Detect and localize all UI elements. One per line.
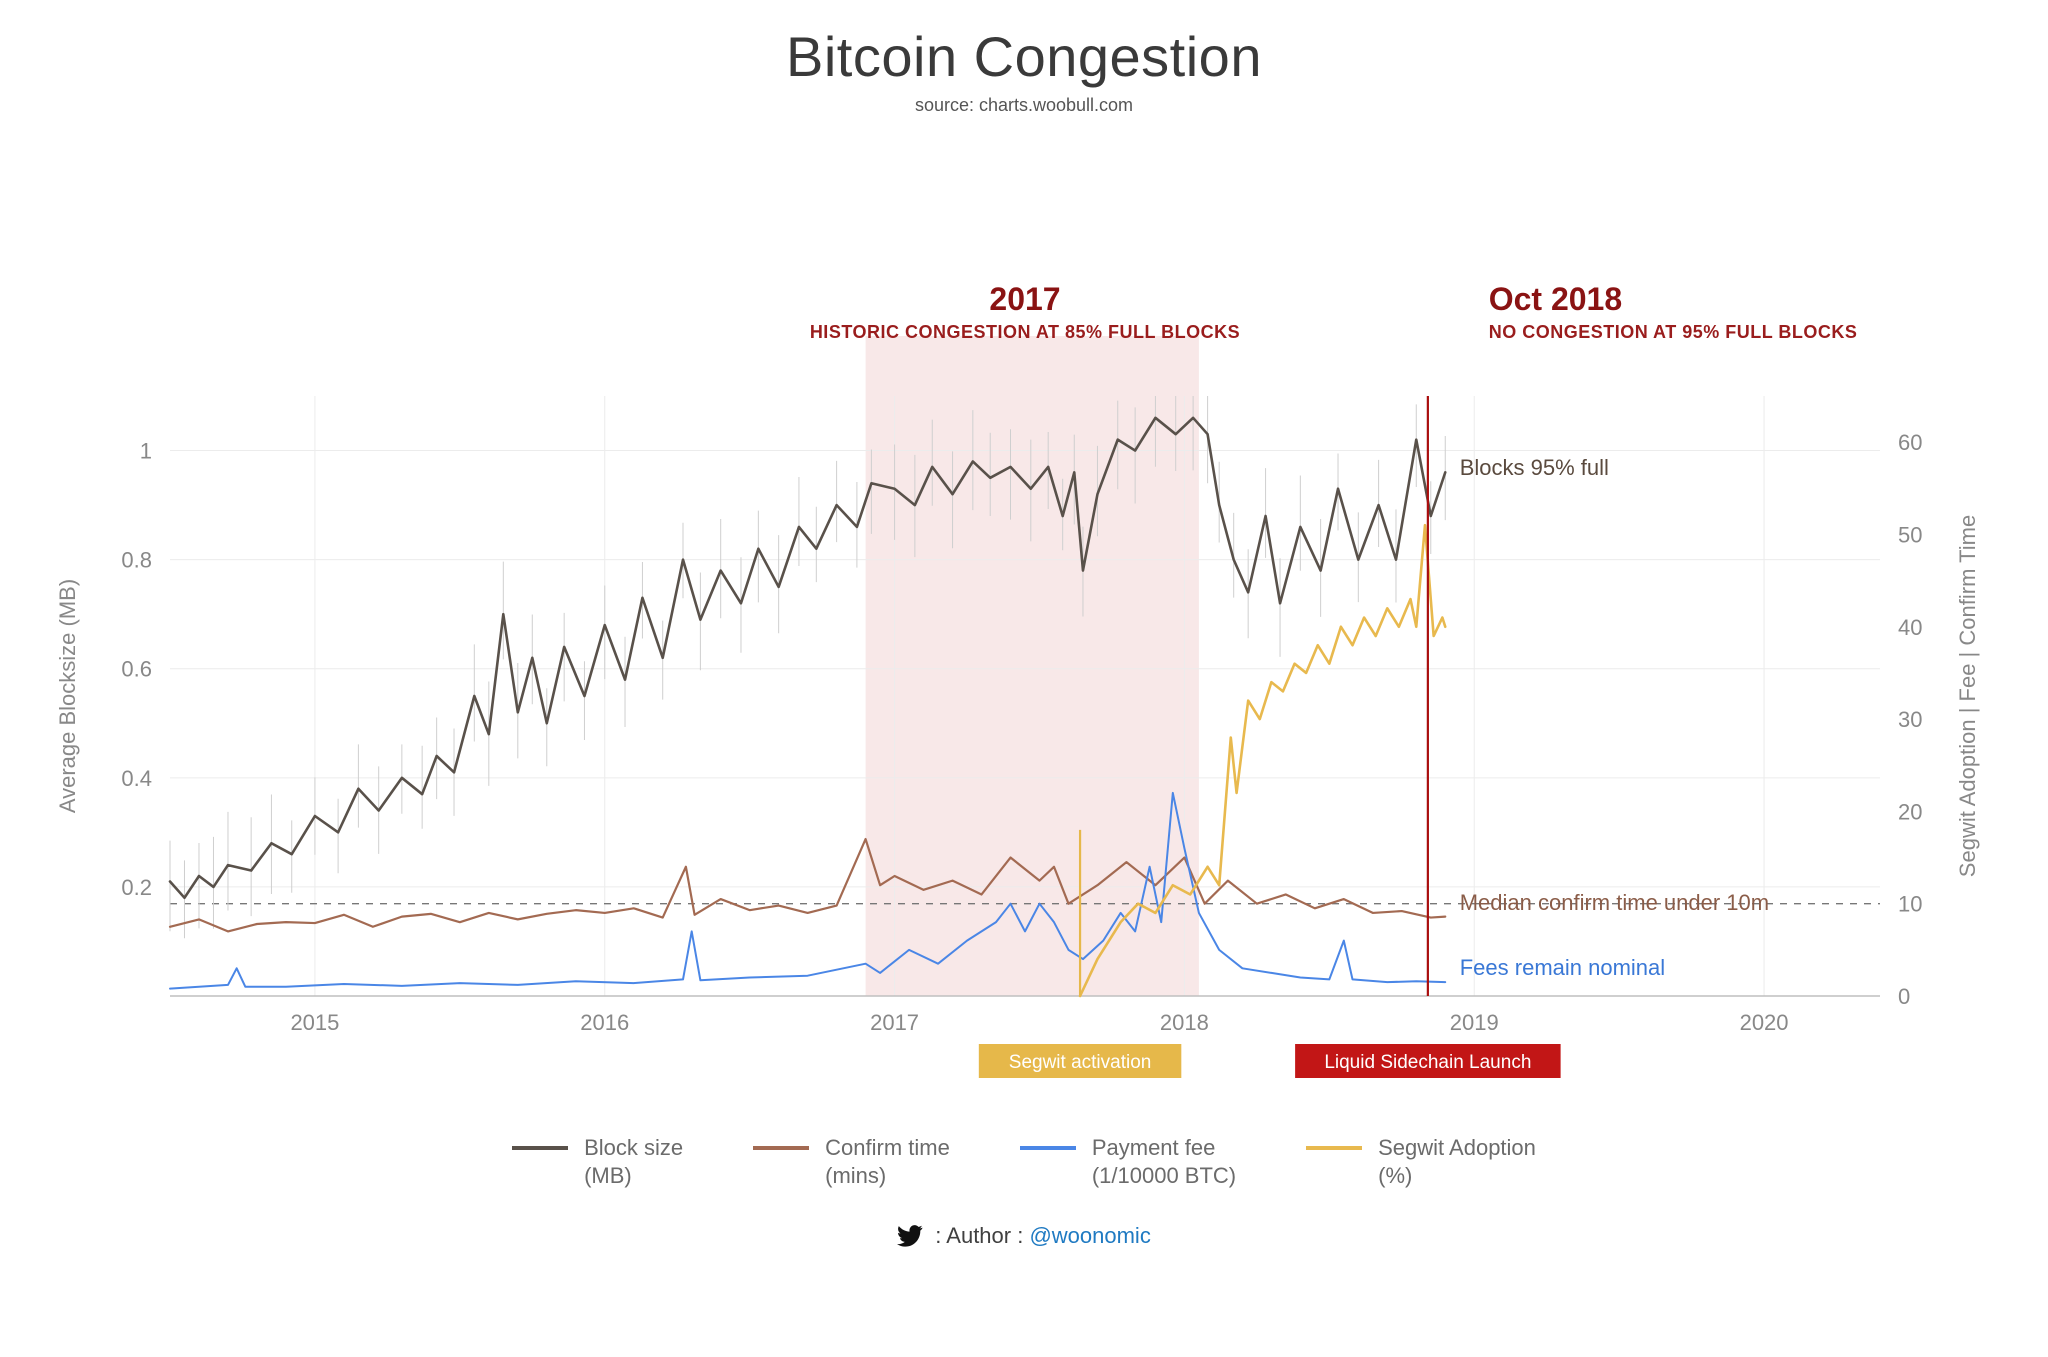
series-payment_fee bbox=[170, 793, 1445, 989]
y-right-tick: 10 bbox=[1898, 892, 1922, 917]
series-block_size bbox=[170, 418, 1445, 898]
legend: Block size (MB) Confirm time (mins) Paym… bbox=[0, 1134, 2048, 1189]
x-tick: 2015 bbox=[290, 1010, 339, 1035]
y-left-tick: 0.2 bbox=[121, 875, 152, 900]
legend-label: Segwit Adoption bbox=[1378, 1134, 1536, 1162]
author-prefix: : Author : bbox=[929, 1223, 1029, 1248]
y-left-tick: 0.6 bbox=[121, 657, 152, 682]
y-right-tick: 20 bbox=[1898, 799, 1922, 824]
event-label: Liquid Sidechain Launch bbox=[1324, 1052, 1531, 1073]
y-right-tick: 60 bbox=[1898, 430, 1922, 455]
y-right-tick: 50 bbox=[1898, 522, 1922, 547]
legend-sublabel: (%) bbox=[1378, 1162, 1536, 1190]
inline-label: Blocks 95% full bbox=[1460, 455, 1609, 480]
event-label: Segwit activation bbox=[1009, 1052, 1152, 1073]
legend-swatch bbox=[753, 1146, 809, 1150]
x-tick: 2019 bbox=[1450, 1010, 1499, 1035]
chart-title: Bitcoin Congestion bbox=[0, 24, 2048, 89]
x-tick: 2020 bbox=[1740, 1010, 1789, 1035]
legend-item: Payment fee (1/10000 BTC) bbox=[1020, 1134, 1236, 1189]
legend-label: Block size bbox=[584, 1134, 683, 1162]
legend-sublabel: (1/10000 BTC) bbox=[1092, 1162, 1236, 1190]
legend-swatch bbox=[512, 1146, 568, 1150]
callout-title: Oct 2018 bbox=[1489, 281, 1622, 317]
author-line: : Author : @woonomic bbox=[0, 1223, 2048, 1249]
legend-swatch bbox=[1020, 1146, 1076, 1150]
x-tick: 2017 bbox=[870, 1010, 919, 1035]
callout-sub: HISTORIC CONGESTION AT 85% FULL BLOCKS bbox=[810, 322, 1240, 342]
blocksize-noise bbox=[170, 396, 1445, 938]
y-right-tick: 40 bbox=[1898, 615, 1922, 640]
twitter-icon bbox=[897, 1225, 923, 1247]
y-left-tick: 1 bbox=[140, 439, 152, 464]
author-handle[interactable]: @woonomic bbox=[1029, 1223, 1150, 1248]
callout-title: 2017 bbox=[989, 281, 1060, 317]
inline-label: Median confirm time under 10m bbox=[1460, 890, 1769, 915]
legend-label: Payment fee bbox=[1092, 1134, 1236, 1162]
chart-source: source: charts.woobull.com bbox=[0, 95, 2048, 116]
series-confirm_time bbox=[170, 839, 1445, 931]
legend-label: Confirm time bbox=[825, 1134, 950, 1162]
legend-item: Block size (MB) bbox=[512, 1134, 683, 1189]
chart-area: 0.20.40.60.81010203040506020152016201720… bbox=[0, 116, 2048, 1096]
x-tick: 2016 bbox=[580, 1010, 629, 1035]
y-left-tick: 0.8 bbox=[121, 548, 152, 573]
legend-sublabel: (mins) bbox=[825, 1162, 950, 1190]
y-left-tick: 0.4 bbox=[121, 766, 152, 791]
inline-label: Fees remain nominal bbox=[1460, 955, 1665, 980]
y-left-label: Average Blocksize (MB) bbox=[55, 579, 80, 813]
legend-sublabel: (MB) bbox=[584, 1162, 683, 1190]
y-right-tick: 0 bbox=[1898, 984, 1910, 1009]
legend-item: Segwit Adoption (%) bbox=[1306, 1134, 1536, 1189]
highlight-band bbox=[866, 336, 1199, 996]
legend-swatch bbox=[1306, 1146, 1362, 1150]
y-right-tick: 30 bbox=[1898, 707, 1922, 732]
legend-item: Confirm time (mins) bbox=[753, 1134, 950, 1189]
callout-sub: NO CONGESTION AT 95% FULL BLOCKS bbox=[1489, 322, 1858, 342]
y-right-label: Segwit Adoption | Fee | Confirm Time bbox=[1955, 515, 1980, 877]
x-tick: 2018 bbox=[1160, 1010, 1209, 1035]
